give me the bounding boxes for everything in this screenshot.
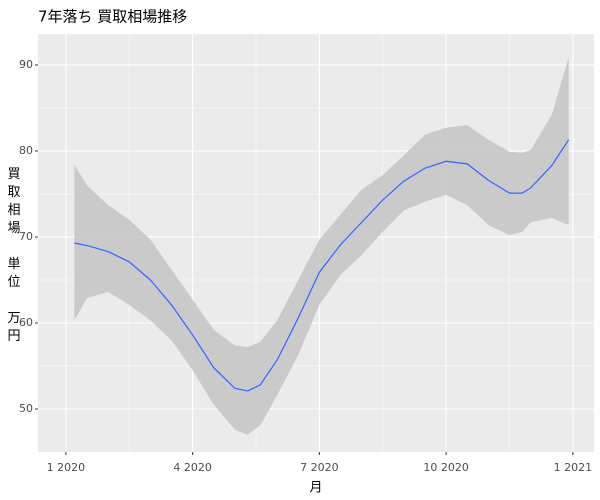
- y-tick-label: 80: [19, 144, 33, 157]
- y-tick-label: 50: [19, 402, 33, 415]
- x-axis-label: 月: [309, 481, 322, 496]
- line: [74, 139, 570, 392]
- chart-title: 7年落ち 買取相場推移: [38, 8, 187, 26]
- x-tick-label: 1 2020: [47, 461, 86, 474]
- x-tick-label: 7 2020: [300, 461, 339, 474]
- y-tick-label: 90: [19, 58, 33, 71]
- x-tick-label: 1 2021: [554, 461, 593, 474]
- confidence-band: [74, 57, 569, 435]
- y-tick-label: 60: [19, 316, 33, 329]
- x-tick-label: 10 2020: [423, 461, 469, 474]
- y-tick-label: 70: [19, 230, 33, 243]
- x-tick-label: 4 2020: [173, 461, 212, 474]
- y-axis-label: 買取相場 単位 万円: [7, 167, 20, 344]
